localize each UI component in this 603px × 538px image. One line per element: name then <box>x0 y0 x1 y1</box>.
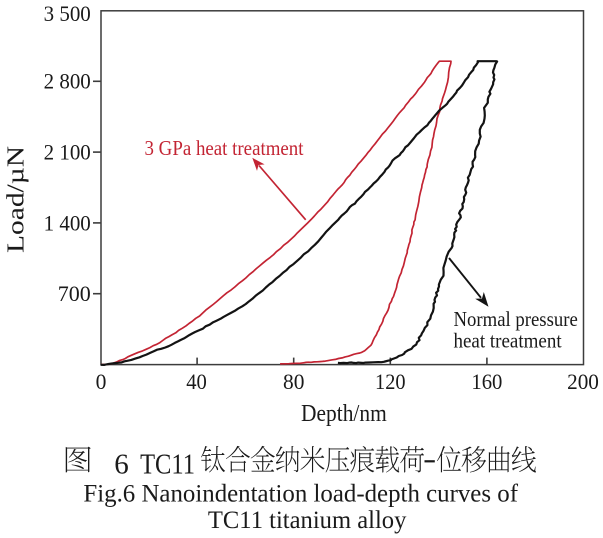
svg-text:160: 160 <box>471 370 502 394</box>
svg-text:200: 200 <box>567 370 599 394</box>
svg-text:80: 80 <box>283 370 304 394</box>
svg-text:2 800: 2 800 <box>44 70 91 94</box>
svg-text:3 500: 3 500 <box>44 2 91 26</box>
svg-text:TC11 titanium alloy: TC11 titanium alloy <box>208 506 407 534</box>
svg-text:Load/µN: Load/µN <box>4 146 30 253</box>
svg-text:Depth/nm: Depth/nm <box>301 401 387 427</box>
svg-text:2 100: 2 100 <box>44 141 91 165</box>
svg-text:120: 120 <box>375 370 406 394</box>
svg-text:3 GPa heat treatment: 3 GPa heat treatment <box>145 136 304 160</box>
svg-text:heat treatment: heat treatment <box>454 328 562 352</box>
svg-text:6: 6 <box>114 448 129 480</box>
svg-text:40: 40 <box>186 370 207 394</box>
svg-text:Fig.6 Nanoindentation load-dep: Fig.6 Nanoindentation load-depth curves … <box>83 480 518 508</box>
svg-text:Normal pressure: Normal pressure <box>454 307 578 331</box>
svg-text:0: 0 <box>96 370 107 394</box>
svg-text:700: 700 <box>58 282 91 306</box>
svg-text:1 400: 1 400 <box>44 211 91 235</box>
svg-text:TC11: TC11 <box>140 448 195 480</box>
